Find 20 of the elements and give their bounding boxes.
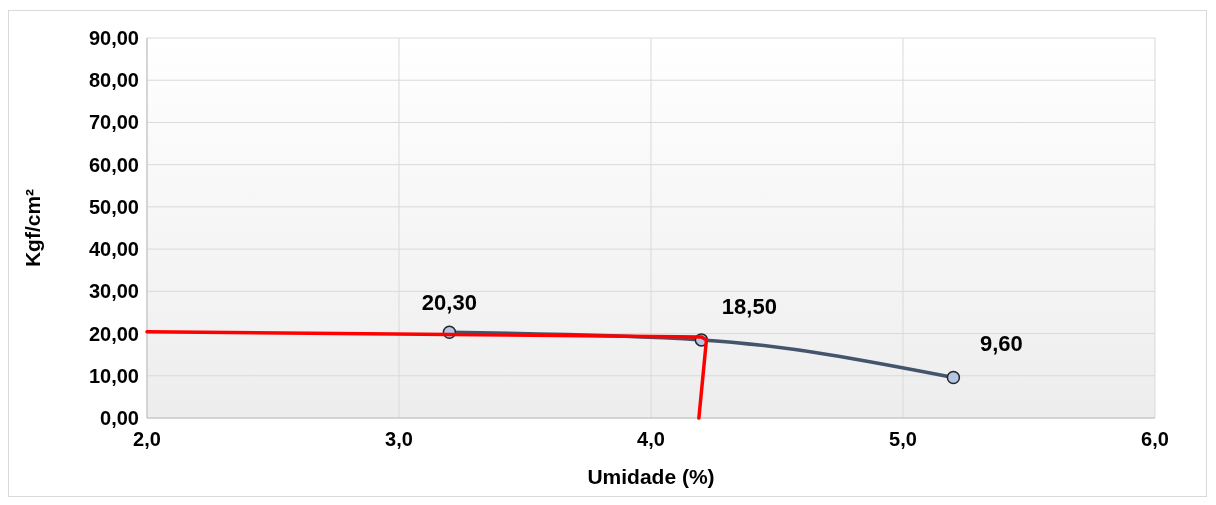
y-tick-label: 20,00 — [88, 322, 139, 345]
y-tick-label: 60,00 — [88, 153, 139, 176]
y-tick-label: 70,00 — [88, 111, 139, 134]
x-axis-title: Umidade (%) — [587, 465, 715, 488]
y-tick-label: 0,00 — [100, 407, 139, 429]
y-tick-label: 40,00 — [88, 238, 139, 261]
data-label: 9,60 — [979, 331, 1023, 357]
data-label: 18,50 — [721, 293, 777, 319]
x-tick-label: 4,0 — [637, 428, 665, 450]
x-tick-label: 2,0 — [133, 428, 161, 450]
x-tick-label: 5,0 — [889, 428, 917, 450]
y-tick-label: 50,00 — [88, 195, 139, 218]
x-tick-label: 6,0 — [1141, 428, 1169, 450]
y-tick-label: 10,00 — [88, 364, 139, 387]
y-tick-label: 90,00 — [88, 27, 139, 49]
y-tick-label: 80,00 — [88, 69, 139, 92]
data-label: 20,30 — [421, 290, 477, 316]
y-tick-label: 30,00 — [88, 280, 139, 303]
y-axis-title: Kgf/cm² — [21, 188, 44, 268]
x-tick-label: 3,0 — [385, 428, 413, 450]
